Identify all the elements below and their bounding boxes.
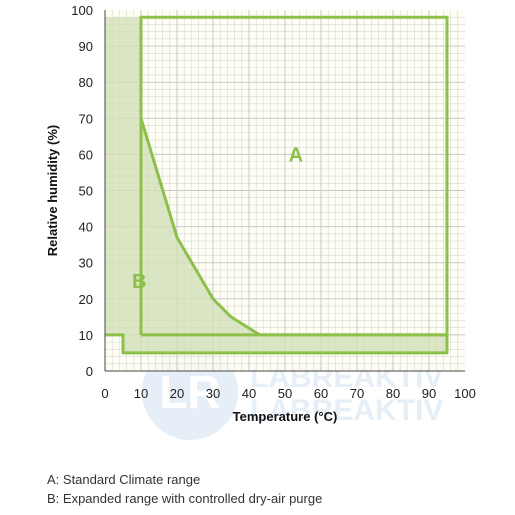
y-tick-label: 20 (79, 292, 93, 307)
y-tick-label: 10 (79, 328, 93, 343)
y-tick-label: 60 (79, 147, 93, 162)
legend-entry-a: A: Standard Climate range (47, 472, 201, 487)
y-tick-label: 100 (71, 3, 93, 18)
x-axis-title: Temperature (°C) (233, 409, 338, 424)
y-tick-label: 90 (79, 39, 93, 54)
region-label-b: B (132, 271, 146, 293)
x-tick-label: 40 (242, 386, 256, 401)
axis-frame (104, 10, 465, 372)
x-tick-label: 60 (314, 386, 328, 401)
region-b-fill (105, 17, 447, 371)
x-tick-label: 30 (206, 386, 220, 401)
watermark-text-2: LABREAKTIV (250, 394, 443, 427)
y-tick-label: 80 (79, 75, 93, 90)
x-tick-label: 10 (134, 386, 148, 401)
x-tick-label: 0 (101, 386, 108, 401)
legend-entry-b: B: Expanded range with controlled dry-ai… (47, 491, 323, 506)
watermark-logo: LR (159, 366, 220, 418)
x-tick-label: 70 (350, 386, 364, 401)
x-tick-label: 50 (278, 386, 292, 401)
region-b-outline (105, 17, 449, 355)
y-tick-label: 0 (86, 364, 93, 379)
y-tick-label: 40 (79, 220, 93, 235)
y-axis-title: Relative humidity (%) (45, 125, 60, 256)
x-tick-label: 100 (454, 386, 476, 401)
x-tick-label: 20 (170, 386, 184, 401)
y-tick-label: 70 (79, 111, 93, 126)
y-tick-label: 50 (79, 184, 93, 199)
y-tick-label: 30 (79, 256, 93, 271)
ticks: 0 10 20 30 40 50 60 70 80 90 100 0 10 20 30 40 50 60 70 80 9… (71, 3, 476, 401)
x-tick-label: 80 (386, 386, 400, 401)
region-label-a: A (289, 145, 303, 167)
regions: AB (105, 15, 449, 371)
x-tick-label: 90 (422, 386, 436, 401)
